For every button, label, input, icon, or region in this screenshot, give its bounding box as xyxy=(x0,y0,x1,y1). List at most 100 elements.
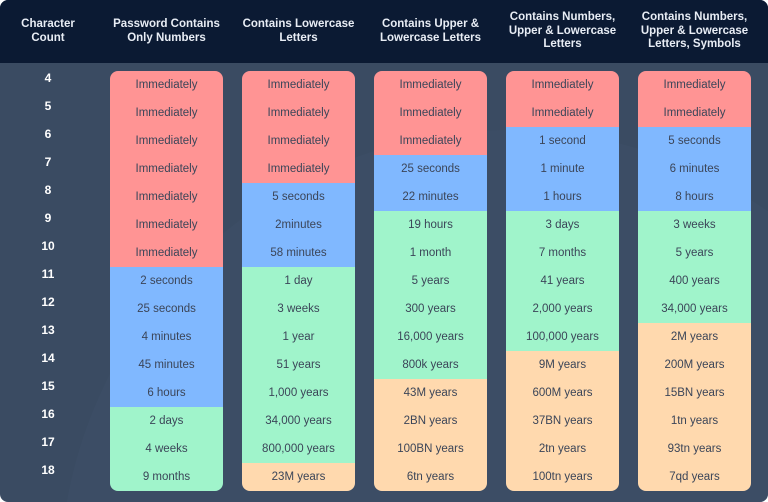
character-count-cell: 6 xyxy=(44,127,52,141)
character-count-cell: 16 xyxy=(41,407,55,421)
crack-time-cell: 25 seconds xyxy=(374,155,487,183)
crack-time-cell: 1 day xyxy=(242,267,355,295)
character-count-cell: 7 xyxy=(44,155,52,169)
header-numbers-upper-lower-symbols: Contains Numbers, Upper & Lowercase Lett… xyxy=(640,11,749,51)
crack-time-cell: 800,000 years xyxy=(242,435,355,463)
crack-time-cell: Immediately xyxy=(110,71,223,99)
crack-time-cell: 43M years xyxy=(374,379,487,407)
character-count-cell: 4 xyxy=(44,71,52,85)
crack-time-cell: 800k years xyxy=(374,351,487,379)
character-count-cell: 14 xyxy=(41,351,55,365)
crack-time-cell: 2 days xyxy=(110,407,223,435)
crack-time-cell: 200M years xyxy=(638,351,751,379)
crack-time-cell: 9 months xyxy=(110,463,223,491)
crack-time-cell: 5 years xyxy=(638,239,751,267)
header-numbers-upper-lower: Contains Numbers, Upper & Lowercase Lett… xyxy=(508,11,617,51)
crack-time-cell: Immediately xyxy=(638,99,751,127)
column-lowercase: Immediately Immediately Immediately Immedia… xyxy=(242,71,355,491)
crack-time-cell: Immediately xyxy=(374,99,487,127)
crack-time-cell: 4 weeks xyxy=(110,435,223,463)
crack-time-cell: 8 hours xyxy=(638,183,751,211)
crack-time-cell: 25 seconds xyxy=(110,295,223,323)
crack-time-cell: 2,000 years xyxy=(506,295,619,323)
crack-time-cell: 100tn years xyxy=(506,463,619,491)
crack-time-cell: 1 year xyxy=(242,323,355,351)
crack-time-cell: 2 seconds xyxy=(110,267,223,295)
crack-time-cell: Immediately xyxy=(110,127,223,155)
crack-time-cell: 41 years xyxy=(506,267,619,295)
crack-time-cell: 51 years xyxy=(242,351,355,379)
crack-time-cell: 6 hours xyxy=(110,379,223,407)
crack-time-cell: 1tn years xyxy=(638,407,751,435)
character-count-column: 4 5 6 7 8 9 10 11 12 13 14 15 16 17 18 xyxy=(0,71,96,491)
crack-time-cell: 23M years xyxy=(242,463,355,491)
crack-time-cell: 100,000 years xyxy=(506,323,619,351)
crack-time-cell: 1 hours xyxy=(506,183,619,211)
crack-time-cell: 2BN years xyxy=(374,407,487,435)
character-count-cell: 9 xyxy=(44,211,52,225)
crack-time-cell: 6 minutes xyxy=(638,155,751,183)
crack-time-cell: 1 second xyxy=(506,127,619,155)
character-count-cell: 13 xyxy=(41,323,55,337)
crack-time-cell: 7 months xyxy=(506,239,619,267)
crack-time-cell: 19 hours xyxy=(374,211,487,239)
crack-time-cell: 100BN years xyxy=(374,435,487,463)
crack-time-cell: 1,000 years xyxy=(242,379,355,407)
character-count-cell: 11 xyxy=(41,267,55,281)
crack-time-cell: 2M years xyxy=(638,323,751,351)
character-count-cell: 18 xyxy=(41,463,55,477)
crack-time-cell: Immediately xyxy=(242,127,355,155)
character-count-cell: 5 xyxy=(44,99,52,113)
crack-time-cell: Immediately xyxy=(110,155,223,183)
crack-time-cell: Immediately xyxy=(506,99,619,127)
crack-time-cell: 3 weeks xyxy=(638,211,751,239)
crack-time-cell: Immediately xyxy=(374,127,487,155)
header-upper-lower: Contains Upper & Lowercase Letters xyxy=(380,18,481,44)
crack-time-cell: Immediately xyxy=(242,71,355,99)
crack-time-cell: 37BN years xyxy=(506,407,619,435)
header-only-numbers: Password Contains Only Numbers xyxy=(113,18,220,44)
crack-time-cell: 93tn years xyxy=(638,435,751,463)
crack-time-cell: 34,000 years xyxy=(638,295,751,323)
crack-time-cell: Immediately xyxy=(506,71,619,99)
crack-time-cell: 22 minutes xyxy=(374,183,487,211)
crack-time-cell: 400 years xyxy=(638,267,751,295)
table-header: Character Count Password Contains Only N… xyxy=(0,0,768,63)
crack-time-cell: Immediately xyxy=(242,99,355,127)
header-lowercase: Contains Lowercase Letters xyxy=(242,18,355,44)
crack-time-cell: 34,000 years xyxy=(242,407,355,435)
crack-time-cell: 2minutes xyxy=(242,211,355,239)
character-count-cell: 15 xyxy=(41,379,55,393)
crack-time-cell: 3 days xyxy=(506,211,619,239)
column-upper-lower: Immediately Immediately Immediately 25 seco… xyxy=(374,71,487,491)
crack-time-cell: Immediately xyxy=(110,183,223,211)
crack-time-cell: 7qd years xyxy=(638,463,751,491)
crack-time-cell: 15BN years xyxy=(638,379,751,407)
crack-time-cell: 58 minutes xyxy=(242,239,355,267)
crack-time-cell: Immediately xyxy=(242,155,355,183)
crack-time-cell: Immediately xyxy=(638,71,751,99)
crack-time-cell: 3 weeks xyxy=(242,295,355,323)
crack-time-cell: Immediately xyxy=(110,239,223,267)
crack-time-cell: 1 month xyxy=(374,239,487,267)
column-only-numbers: Immediately Immediately Immediately Immedia… xyxy=(110,71,223,491)
crack-time-cell: Immediately xyxy=(110,211,223,239)
crack-time-cell: 16,000 years xyxy=(374,323,487,351)
crack-time-cell: 1 minute xyxy=(506,155,619,183)
crack-time-cell: 2tn years xyxy=(506,435,619,463)
crack-time-cell: 6tn years xyxy=(374,463,487,491)
crack-time-cell: Immediately xyxy=(374,71,487,99)
header-character-count: Character Count xyxy=(21,18,75,44)
character-count-cell: 8 xyxy=(44,183,52,197)
column-numbers-upper-lower-symbols: Immediately Immediately 5 seconds 6 minutes… xyxy=(638,71,751,491)
crack-time-cell: 600M years xyxy=(506,379,619,407)
crack-time-cell: Immediately xyxy=(110,99,223,127)
character-count-cell: 17 xyxy=(41,435,55,449)
crack-time-cell: 300 years xyxy=(374,295,487,323)
crack-time-cell: 4 minutes xyxy=(110,323,223,351)
crack-time-cell: 45 minutes xyxy=(110,351,223,379)
crack-time-cell: 5 seconds xyxy=(242,183,355,211)
character-count-cell: 12 xyxy=(41,295,55,309)
crack-time-cell: 9M years xyxy=(506,351,619,379)
